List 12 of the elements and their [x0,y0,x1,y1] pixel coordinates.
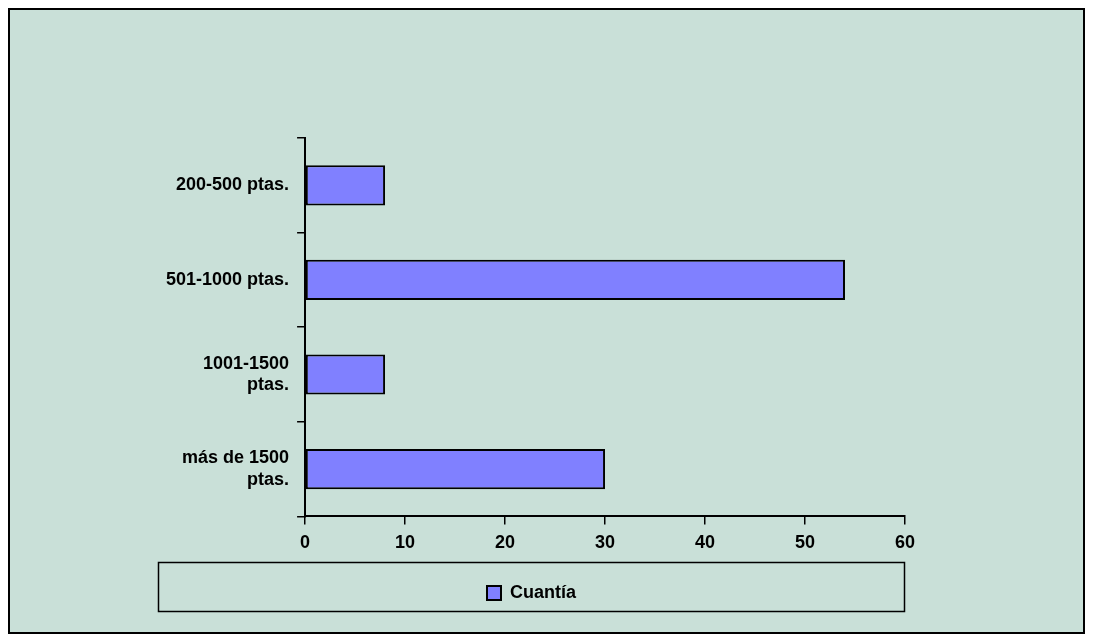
x-tick-label: 0 [300,532,311,553]
x-tick-label: 60 [894,532,916,553]
y-tick-label: 501-1000 ptas. [165,268,290,289]
x-tick-label: 30 [595,532,616,553]
y-tick-label: 200-500 ptas. [176,174,290,195]
x-tick-label: 20 [495,532,516,553]
x-tick-label: 50 [795,532,816,553]
x-tick-label: 40 [695,532,716,553]
x-tick-label: 10 [395,532,416,553]
y-tick-label: más de 1500 ptas. [182,447,290,489]
y-tick-label: 1001-1500 ptas. [202,352,290,395]
legend-label: Cuantía [510,581,577,602]
